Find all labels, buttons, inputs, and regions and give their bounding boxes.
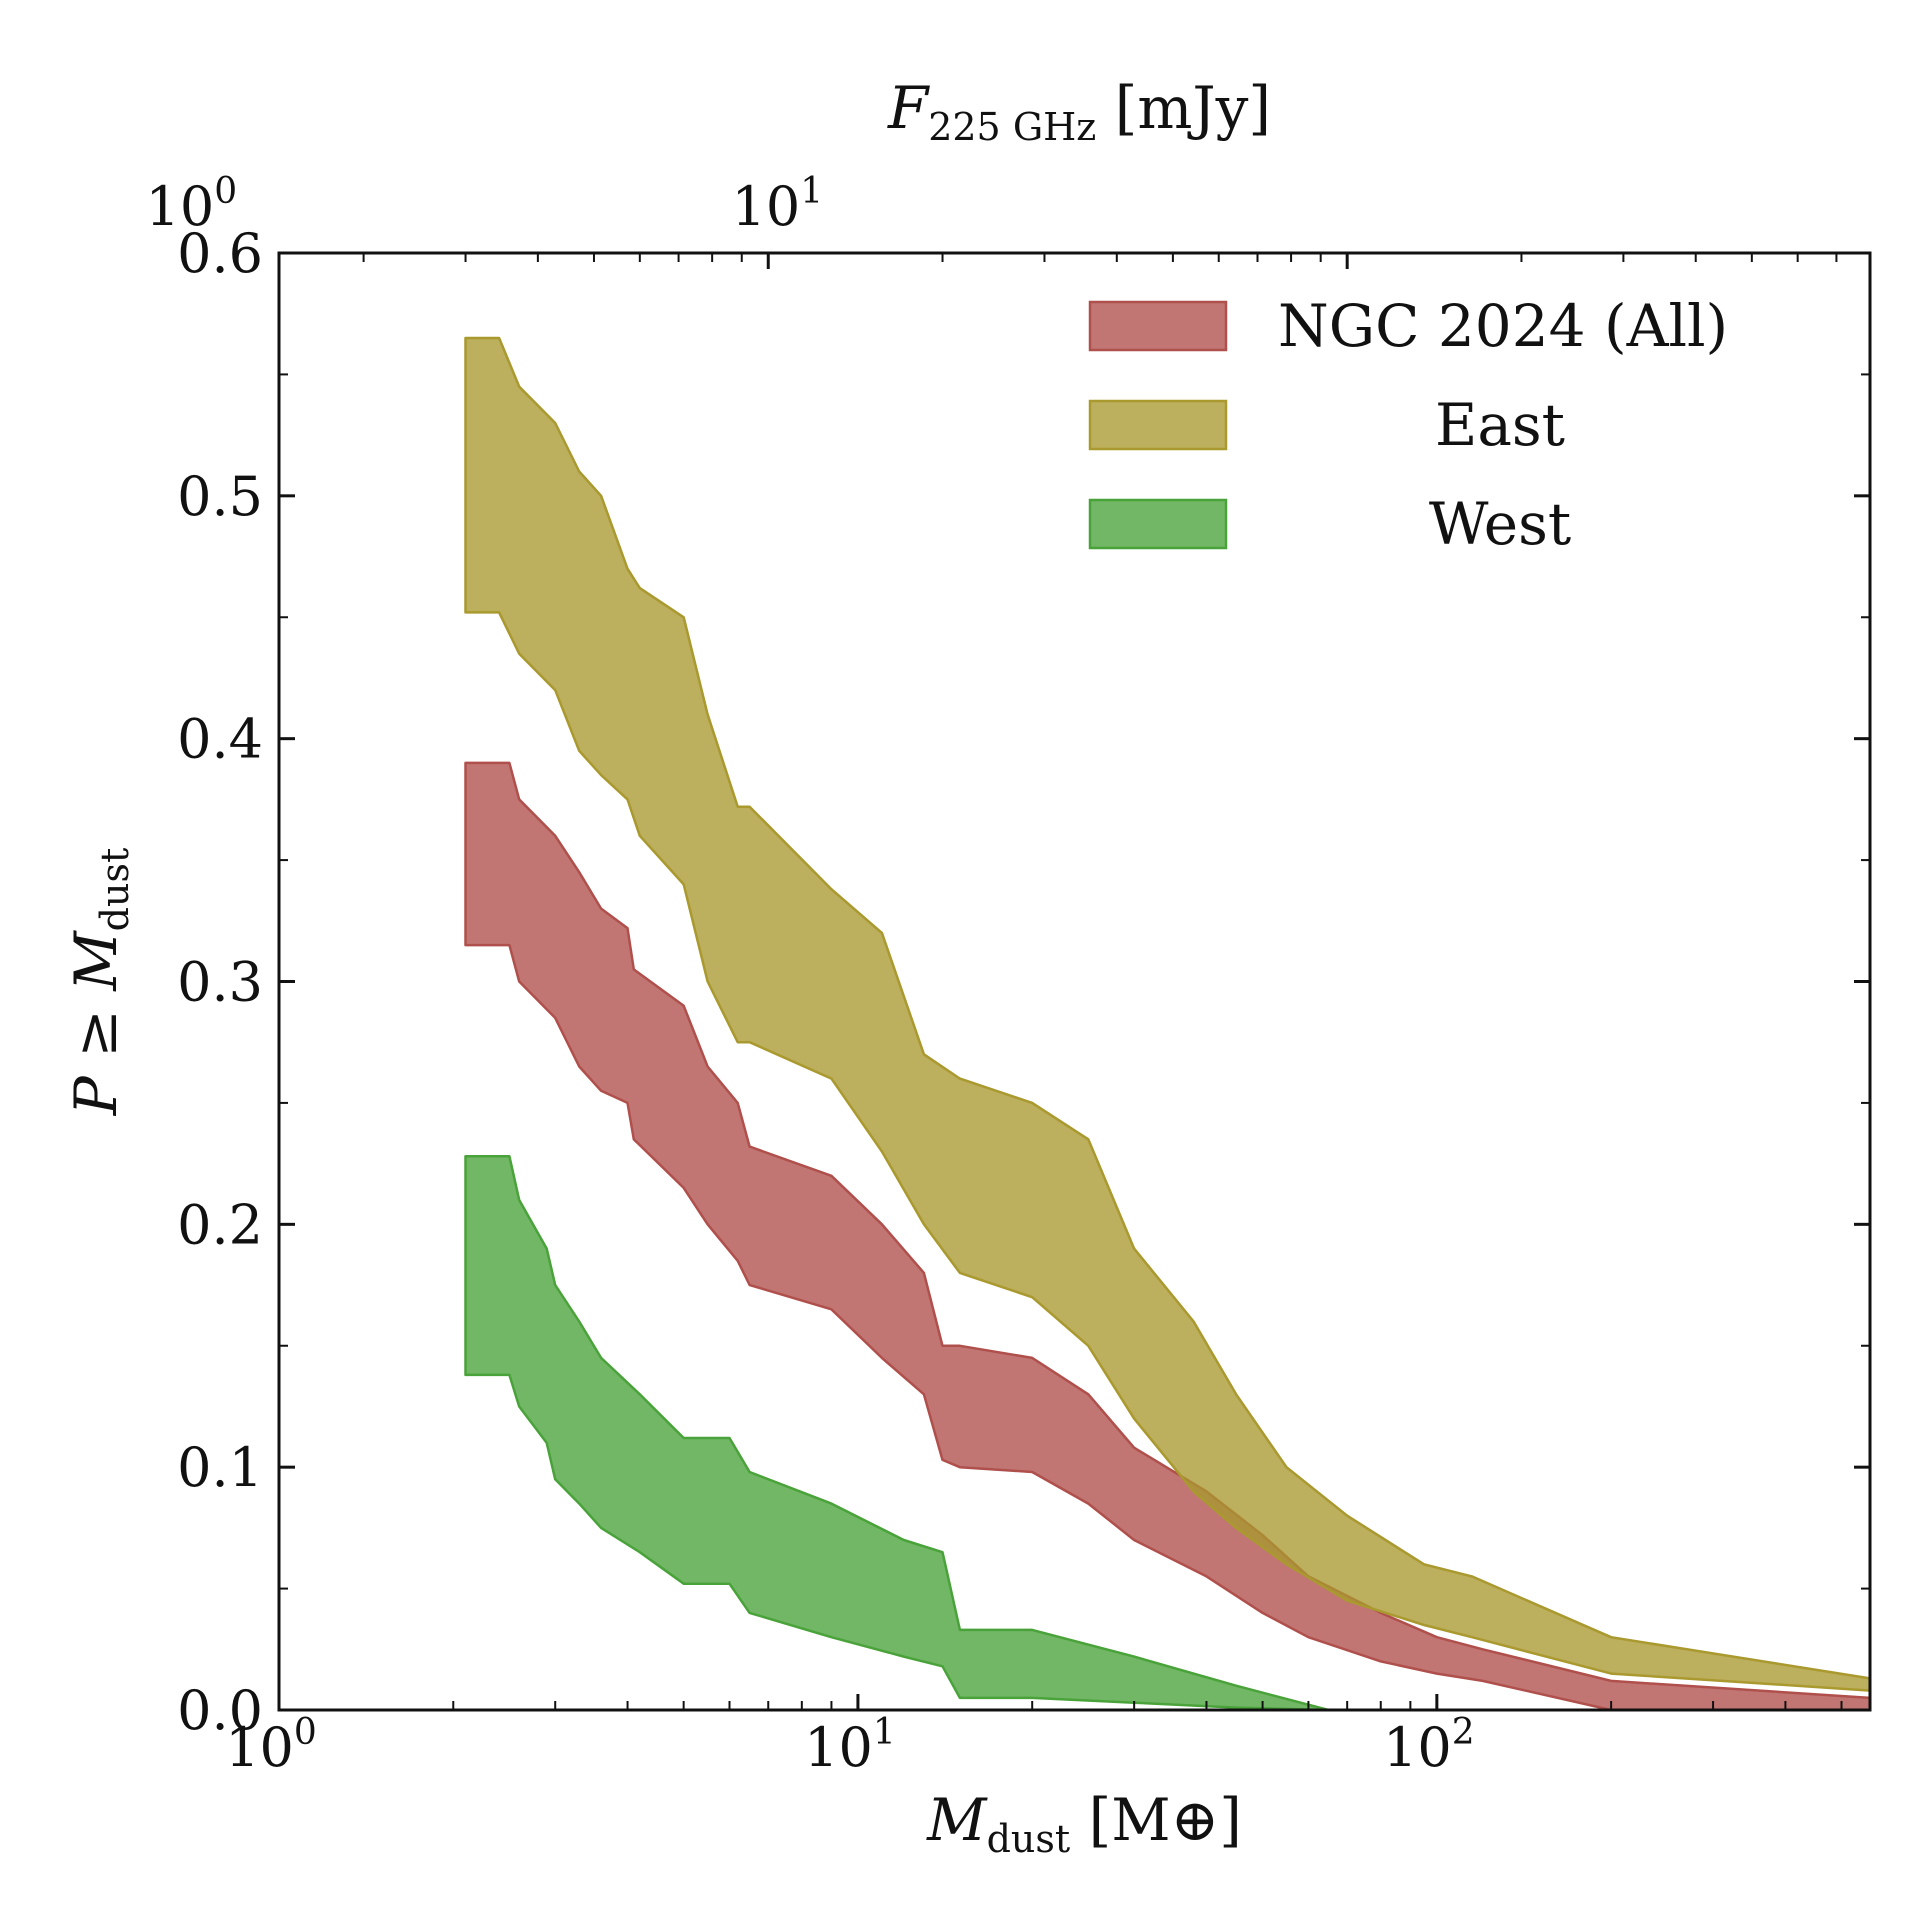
y-tick-label: 0.6 — [177, 222, 263, 285]
x-axis-title: Mdust [M⊕] — [926, 1786, 1242, 1861]
y-tick-label: 0.1 — [177, 1436, 263, 1499]
top-axis-title: F225 GHz [mJy] — [887, 74, 1271, 149]
x-tick-label: 102 — [1383, 1712, 1475, 1779]
y-tick-label: 0.5 — [177, 465, 263, 528]
legend-swatch-east — [1088, 399, 1228, 451]
legend-label-east: East — [1435, 391, 1565, 459]
y-tick-label: 0.4 — [177, 708, 263, 771]
plot-frame — [277, 251, 1872, 1712]
legend-swatch-ngc-2024-all — [1088, 300, 1228, 352]
legend-label-ngc-2024-all: NGC 2024 (All) — [1278, 292, 1728, 360]
y-axis-title: P ≥ Mdust — [62, 848, 137, 1116]
top-tick-label: 100 — [146, 171, 238, 238]
x-tick-label: 100 — [225, 1712, 317, 1779]
top-tick-label: 101 — [732, 171, 824, 238]
x-tick-label: 101 — [804, 1712, 896, 1779]
legend: NGC 2024 (All) East West — [1088, 292, 1728, 558]
y-tick-label: 0.2 — [177, 1193, 263, 1256]
y-tick-label: 0.0 — [177, 1679, 263, 1742]
legend-label-west: West — [1429, 490, 1571, 558]
y-tick-label: 0.3 — [177, 951, 263, 1014]
legend-swatch-west — [1088, 498, 1228, 550]
